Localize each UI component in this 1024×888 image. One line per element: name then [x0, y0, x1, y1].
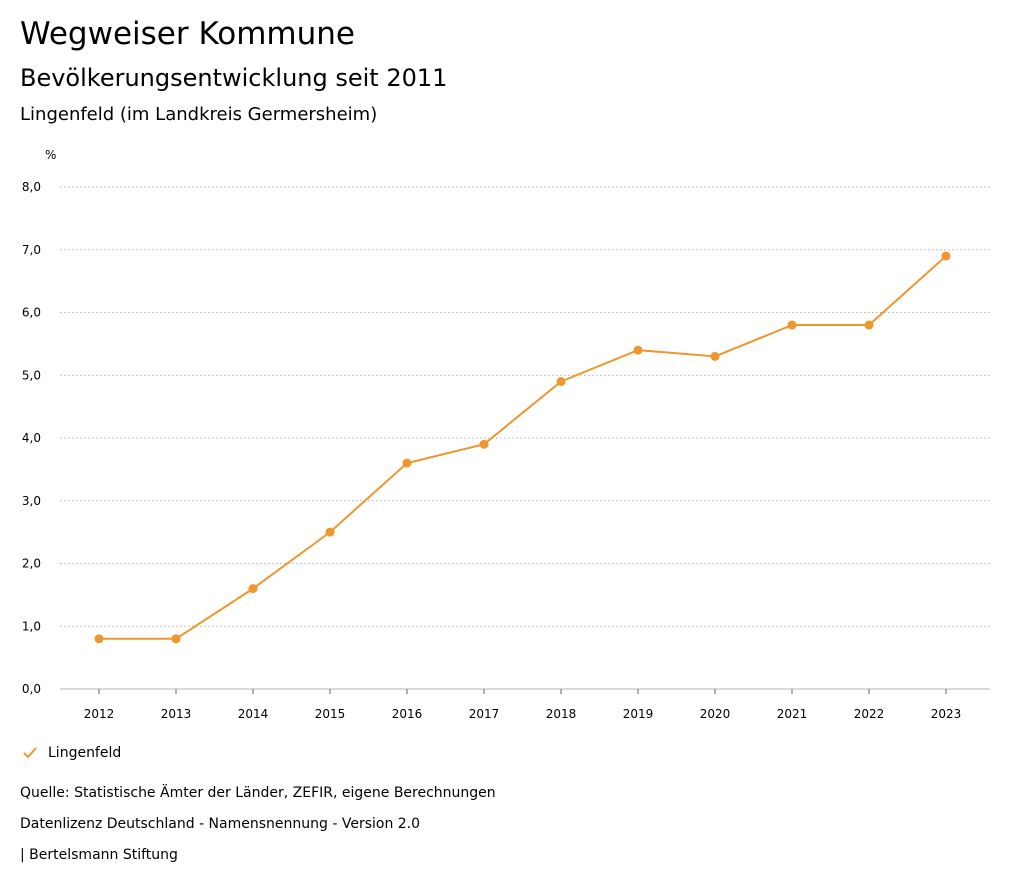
- page-title: Wegweiser Kommune: [20, 16, 355, 52]
- y-tick-label: 4,0: [22, 431, 41, 445]
- y-tick-label: 5,0: [22, 368, 41, 382]
- source-note: Quelle: Statistische Ämter der Länder, Z…: [20, 785, 496, 801]
- data-point: [864, 320, 874, 330]
- x-tick-label: 2013: [161, 707, 192, 721]
- x-tick-label: 2018: [546, 707, 577, 721]
- legend-label: Lingenfeld: [48, 745, 122, 761]
- y-tick-label: 2,0: [22, 557, 41, 571]
- y-tick-label: 0,0: [22, 682, 41, 696]
- x-tick-label: 2016: [392, 707, 423, 721]
- x-tick-label: 2023: [931, 707, 962, 721]
- x-tick-label: 2022: [854, 707, 885, 721]
- y-tick-label: 3,0: [22, 494, 41, 508]
- data-point: [710, 351, 720, 361]
- x-tick-label: 2015: [315, 707, 346, 721]
- check-icon: [23, 747, 37, 759]
- line-chart: % 0,0 1,0 2,0 3,0 4,0 5,0 6,0 7,0 8,0 2012 2013 2014…: [22, 148, 990, 721]
- legend[interactable]: Lingenfeld: [22, 745, 121, 761]
- data-point: [325, 527, 335, 537]
- y-tick-label: 6,0: [22, 306, 41, 320]
- data-point: [171, 634, 181, 644]
- data-point: [941, 251, 951, 261]
- x-tick-label: 2017: [469, 707, 500, 721]
- data-point: [402, 458, 412, 468]
- y-unit-label: %: [45, 148, 56, 162]
- y-tick-label: 7,0: [22, 243, 41, 257]
- data-point: [94, 634, 104, 644]
- x-tick-label: 2019: [623, 707, 654, 721]
- chart-subtitle: Bevölkerungsentwicklung seit 2011: [20, 64, 448, 92]
- x-tick-label: 2020: [700, 707, 731, 721]
- data-point: [248, 584, 258, 594]
- y-tick-label: 8,0: [22, 180, 41, 194]
- region-label: Lingenfeld (im Landkreis Germersheim): [20, 104, 378, 125]
- data-point: [479, 439, 489, 449]
- publisher-note: | Bertelsmann Stiftung: [20, 847, 178, 863]
- data-point: [633, 345, 643, 355]
- x-tick-label: 2021: [777, 707, 808, 721]
- x-tick-label: 2012: [84, 707, 115, 721]
- x-tick-label: 2014: [238, 707, 269, 721]
- series-line: [99, 255, 947, 640]
- y-tick-label: 1,0: [22, 619, 41, 633]
- license-note: Datenlizenz Deutschland - Namensnennung …: [20, 816, 421, 832]
- data-point: [787, 320, 797, 330]
- data-point: [556, 377, 566, 387]
